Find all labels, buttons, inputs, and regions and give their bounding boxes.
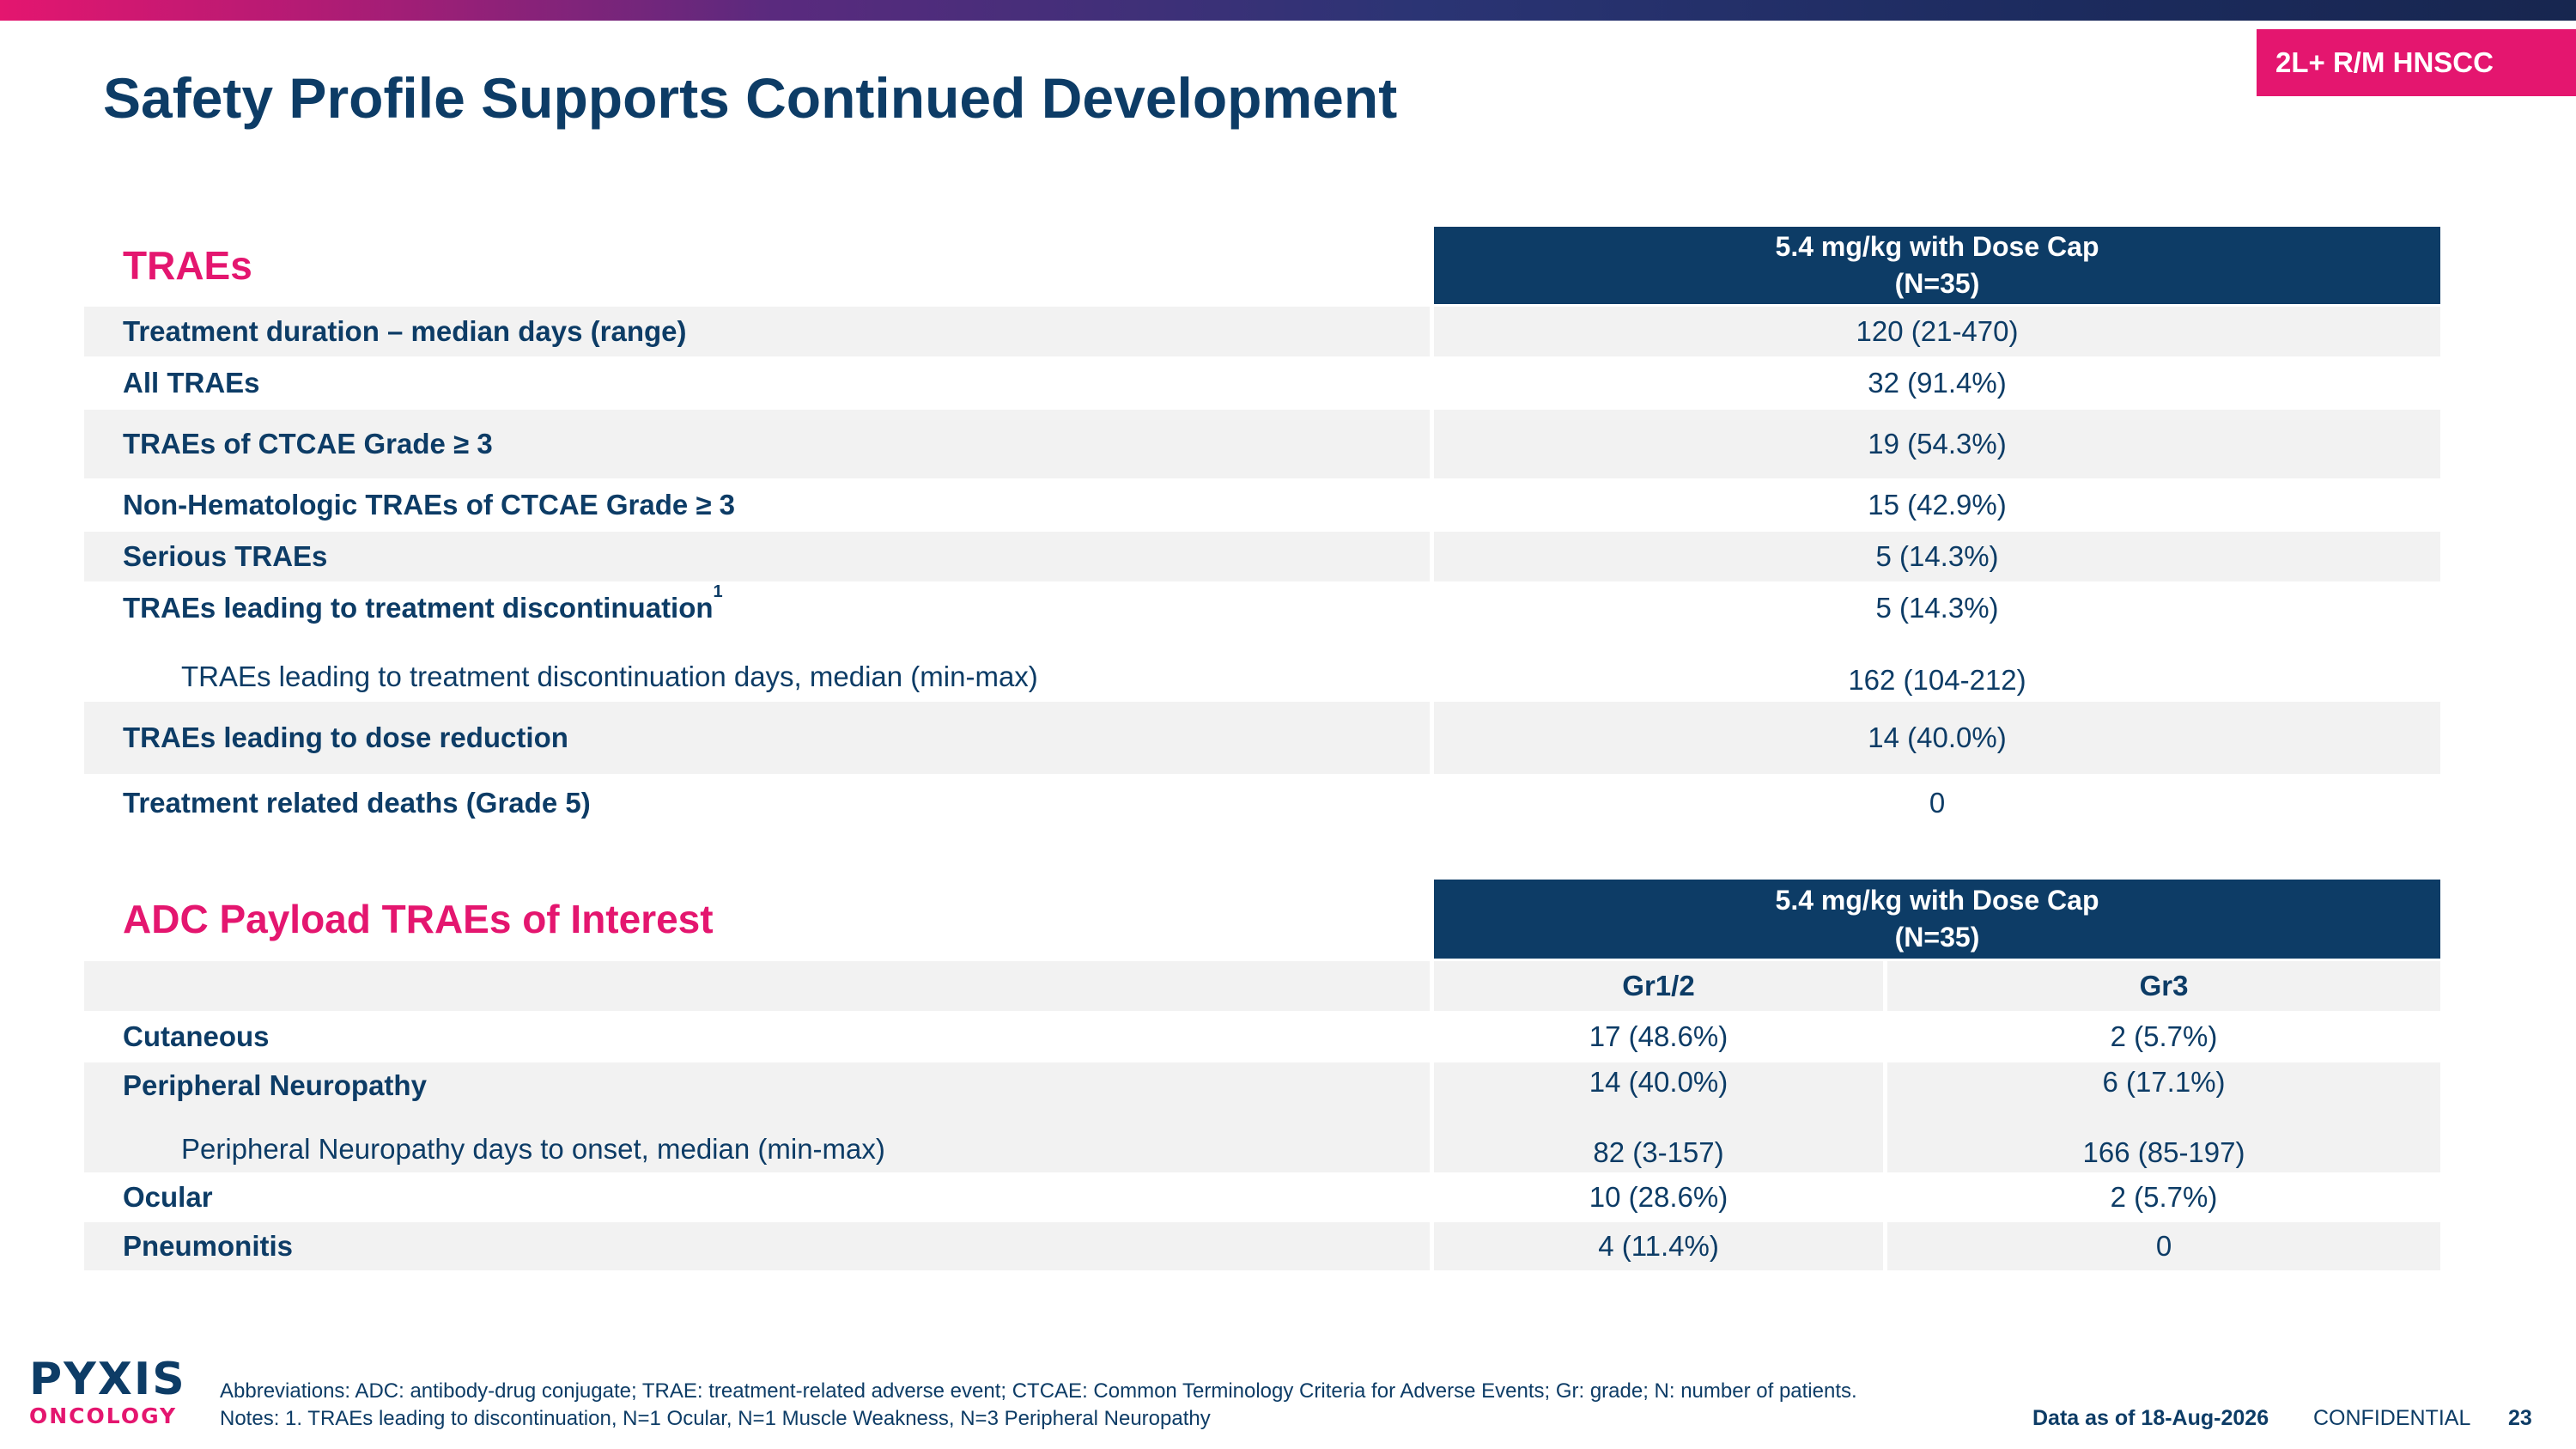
footnotes: Notes: 1. TRAEs leading to discontinuati… [220, 1407, 1211, 1430]
table-row: TRAEs of CTCAE Grade ≥ 3 19 (54.3%) [84, 410, 2440, 478]
row-label-group: TRAEs leading to treatment discontinuati… [84, 583, 1430, 700]
data-as-of: Data as of 18-Aug-2026 [2032, 1406, 2269, 1430]
row-label: Serious TRAEs [84, 532, 1430, 581]
row-value-gr12: 17 (48.6%) [1589, 1020, 1728, 1052]
row-label-empty [84, 961, 1430, 1011]
traes-header-n: (N=35) [1894, 268, 1980, 299]
row-value: 0 [1929, 787, 1946, 819]
row-label: All TRAEs [123, 367, 260, 399]
row-label: TRAEs leading to dose reduction [84, 702, 1430, 774]
row-value: 32 (91.4%) [1868, 367, 2007, 399]
table-row: Serious TRAEs 5 (14.3%) [84, 532, 2440, 581]
logo-wordmark: PYXIS [29, 1354, 186, 1405]
traes-column-header: 5.4 mg/kg with Dose Cap (N=35) [1434, 227, 2440, 304]
row-sublabel: TRAEs leading to treatment discontinuati… [181, 661, 1038, 692]
logo-subtitle: ONCOLOGY [29, 1403, 178, 1428]
row-value-gr3: 2 (5.7%) [2110, 1181, 2218, 1213]
row-value-gr3: 0 [1887, 1222, 2440, 1270]
row-value-group: 5 (14.3%) 162 (104-212) [1434, 583, 2440, 700]
table-row: TRAEs leading to dose reduction 14 (40.0… [84, 702, 2440, 774]
table-row: All TRAEs 32 (91.4%) [84, 358, 2440, 408]
row-label: Peripheral Neuropathy [84, 1062, 1430, 1117]
row-label-text: TRAEs leading to treatment discontinuati… [123, 592, 714, 624]
adc-section-title: ADC Payload TRAEs of Interest [123, 897, 714, 941]
row-value: 5 (14.3%) [1434, 532, 2440, 581]
row-value: 5 (14.3%) [1875, 592, 1999, 624]
table-row: Treatment related deaths (Grade 5) 0 [84, 776, 2440, 831]
row-subvalue-gr12: 82 (3-157) [1434, 1117, 1883, 1172]
row-value-gr12: 14 (40.0%) [1434, 1062, 1883, 1117]
row-value-gr12: 10 (28.6%) [1589, 1181, 1728, 1213]
row-label: Cutaneous [123, 1020, 270, 1052]
gr12-value-group: 14 (40.0%) 82 (3-157) [1434, 1062, 1883, 1172]
table-row: Treatment duration – median days (range)… [84, 307, 2440, 356]
abbreviations-note: Abbreviations: ADC: antibody-drug conjug… [220, 1379, 1857, 1403]
row-label-group: Peripheral Neuropathy Peripheral Neuropa… [84, 1062, 1430, 1172]
page-number: 23 [2508, 1406, 2532, 1430]
traes-section-title: TRAEs [123, 243, 252, 288]
adc-column-header: 5.4 mg/kg with Dose Cap (N=35) [1434, 880, 2440, 959]
row-value: 15 (42.9%) [1868, 489, 2007, 521]
row-label: Ocular [123, 1181, 213, 1213]
page-title: Safety Profile Supports Continued Develo… [103, 66, 1398, 130]
table-row-group: TRAEs leading to treatment discontinuati… [84, 583, 2440, 700]
traes-header-dose: 5.4 mg/kg with Dose Cap [1775, 231, 2099, 262]
row-sublabel: Peripheral Neuropathy days to onset, med… [84, 1117, 1430, 1172]
table-row: Non-Hematologic TRAEs of CTCAE Grade ≥ 3… [84, 480, 2440, 530]
adc-header-dose: 5.4 mg/kg with Dose Cap [1775, 885, 2099, 916]
table-row: Ocular 10 (28.6%) 2 (5.7%) [84, 1174, 2440, 1221]
row-value-gr3: 2 (5.7%) [2110, 1020, 2218, 1052]
gr12-column-header: Gr1/2 [1434, 961, 1883, 1011]
top-gradient-bar [0, 0, 2576, 21]
row-label: Treatment duration – median days (range) [84, 307, 1430, 356]
table-row: Pneumonitis 4 (11.4%) 0 [84, 1222, 2440, 1270]
row-value-gr3: 6 (17.1%) [1887, 1062, 2440, 1117]
adc-header-n: (N=35) [1894, 922, 1980, 953]
row-value: 19 (54.3%) [1434, 410, 2440, 478]
grade-header-row: Gr1/2 Gr3 [84, 961, 2440, 1011]
confidential-label: CONFIDENTIAL [2313, 1406, 2471, 1430]
row-label: TRAEs leading to treatment discontinuati… [123, 582, 723, 624]
row-label: Treatment related deaths (Grade 5) [123, 787, 591, 819]
row-value: 120 (21-470) [1434, 307, 2440, 356]
table-row: Cutaneous 17 (48.6%) 2 (5.7%) [84, 1013, 2440, 1061]
row-subvalue: 162 (104-212) [1848, 664, 2026, 696]
gr3-column-header: Gr3 [1887, 961, 2440, 1011]
row-label: Pneumonitis [84, 1222, 1430, 1270]
row-value: 14 (40.0%) [1434, 702, 2440, 774]
row-label: TRAEs of CTCAE Grade ≥ 3 [84, 410, 1430, 478]
row-subvalue-gr3: 166 (85-197) [1887, 1117, 2440, 1172]
gr3-value-group: 6 (17.1%) 166 (85-197) [1887, 1062, 2440, 1172]
row-value-gr12: 4 (11.4%) [1434, 1222, 1883, 1270]
indication-badge: 2L+ R/M HNSCC [2257, 29, 2576, 96]
row-label: Non-Hematologic TRAEs of CTCAE Grade ≥ 3 [123, 489, 736, 521]
table-row-group: Peripheral Neuropathy Peripheral Neuropa… [84, 1062, 2440, 1172]
pyxis-oncology-logo: PYXIS ONCOLOGY [29, 1354, 186, 1434]
